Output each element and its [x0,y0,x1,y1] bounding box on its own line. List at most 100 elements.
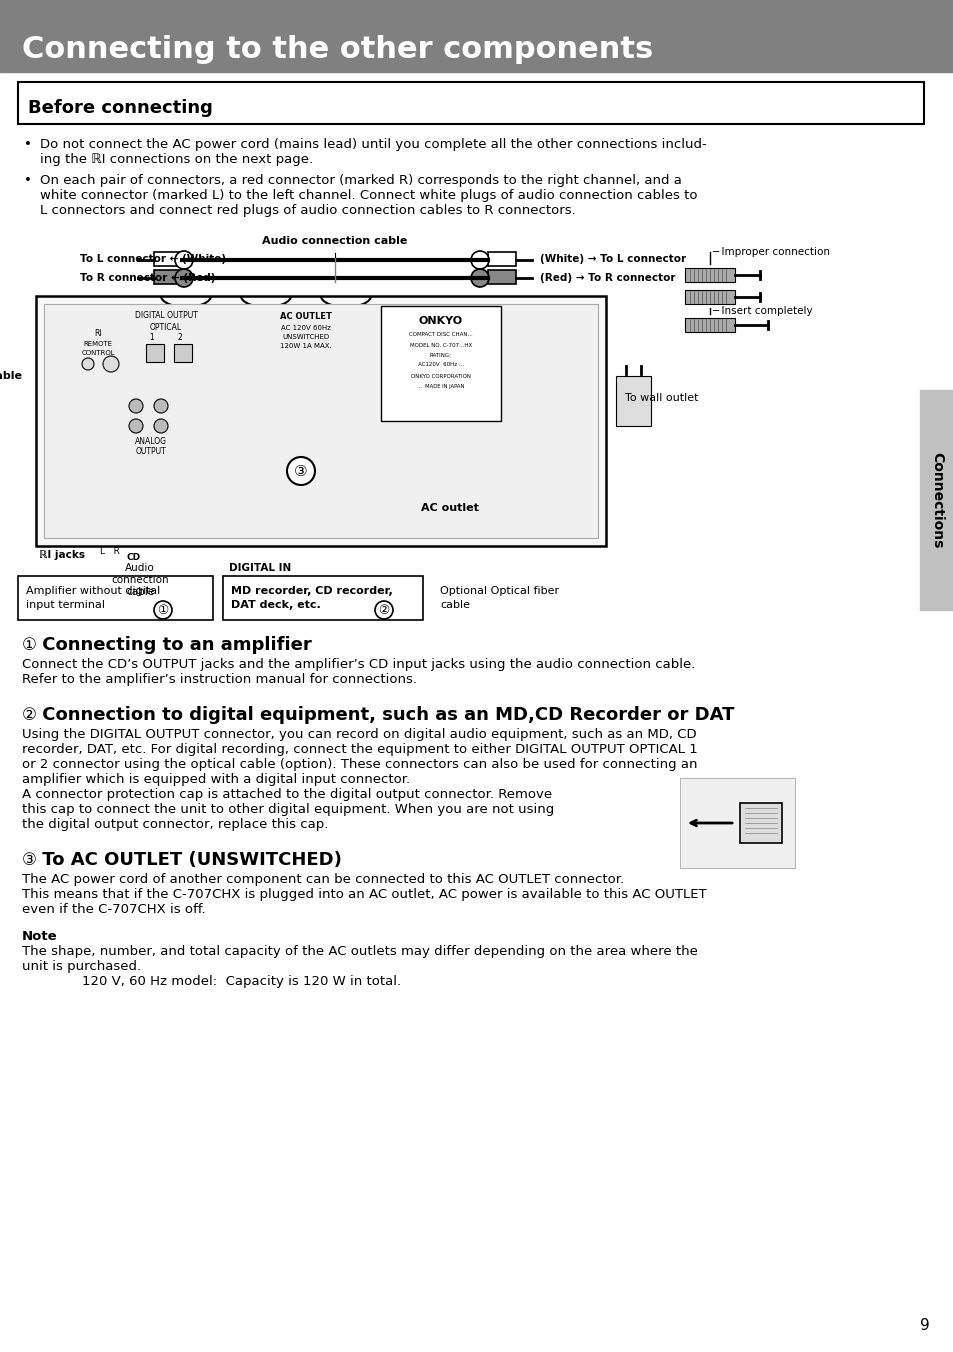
Text: or 2 connector using the optical cable (option). These connectors can also be us: or 2 connector using the optical cable (… [22,758,697,771]
Bar [679,777,794,868]
Text: MD recorder, CD recorder,: MD recorder, CD recorder, [231,585,393,596]
Text: ...  MADE IN JAPAN: ... MADE IN JAPAN [416,384,464,389]
Text: Audio: Audio [125,562,154,573]
Text: A connector protection cap is attached to the digital output connector. Remove: A connector protection cap is attached t… [22,788,552,800]
Text: CD: CD [127,553,141,562]
Text: white connector (marked L) to the left channel. Connect white plugs of audio con: white connector (marked L) to the left c… [40,189,697,201]
Text: OUTPUT: OUTPUT [135,448,166,456]
Text: 2: 2 [177,333,182,342]
Bar [488,270,516,284]
Bar [173,343,192,362]
Circle shape [287,457,314,485]
Text: REMOTE: REMOTE [83,341,112,347]
Bar [223,576,422,621]
Text: AC OUTLET: AC OUTLET [280,312,332,320]
Bar [616,376,650,426]
Text: even if the C-707CHX is off.: even if the C-707CHX is off. [22,903,206,917]
Text: 1: 1 [150,333,154,342]
Text: On each pair of connectors, a red connector (marked R) corresponds to the right : On each pair of connectors, a red connec… [40,174,681,187]
Circle shape [174,251,193,269]
Text: ℝI jacks: ℝI jacks [39,550,85,560]
Bar [684,318,734,333]
Text: (White) → To L connector: (White) → To L connector [539,254,685,264]
Text: COMPACT DISC CHAN...: COMPACT DISC CHAN... [409,333,473,337]
Bar [684,268,734,283]
Text: Connecting to the other components: Connecting to the other components [22,35,653,65]
Circle shape [103,356,119,372]
Bar [740,803,781,844]
Text: ℝI cable: ℝI cable [0,370,22,381]
Bar [153,270,182,284]
Text: ②: ② [22,706,37,725]
Text: ONKYO CORPORATION: ONKYO CORPORATION [411,375,471,379]
Bar [146,343,164,362]
Text: ─ Insert completely: ─ Insert completely [711,306,812,316]
Text: ①: ① [22,635,37,654]
Bar [380,306,500,420]
Text: L   R: L R [100,548,120,556]
Bar [153,251,182,266]
Text: Connect the CD’s OUTPUT jacks and the amplifier’s CD input jacks using the audio: Connect the CD’s OUTPUT jacks and the am… [22,658,695,671]
Text: ing the ℝI connections on the next page.: ing the ℝI connections on the next page. [40,153,313,166]
Text: CONTROL: CONTROL [81,350,114,356]
Text: input terminal: input terminal [26,600,105,610]
Text: ②: ② [378,603,389,617]
Text: 9: 9 [920,1318,929,1333]
Text: This means that if the C-707CHX is plugged into an AC outlet, AC power is availa: This means that if the C-707CHX is plugg… [22,888,706,900]
Bar [18,576,213,621]
Text: Connections: Connections [929,452,943,548]
Text: recorder, DAT, etc. For digital recording, connect the equipment to either DIGIT: recorder, DAT, etc. For digital recordin… [22,744,697,756]
Text: this cap to connect the unit to other digital equipment. When you are not using: this cap to connect the unit to other di… [22,803,554,817]
Bar [919,389,953,610]
Bar [0,0,953,72]
Circle shape [375,602,393,619]
Text: Refer to the amplifier’s instruction manual for connections.: Refer to the amplifier’s instruction man… [22,673,416,685]
Text: ③: ③ [22,850,37,869]
Text: UNSWITCHED: UNSWITCHED [282,334,329,339]
Text: AC120V  60Hz ...: AC120V 60Hz ... [417,362,463,366]
Text: AC outlet: AC outlet [420,503,478,512]
Text: ANALOG: ANALOG [135,437,167,446]
Text: The AC power cord of another component can be connected to this AC OUTLET connec: The AC power cord of another component c… [22,873,623,886]
Text: To R connector ← (Red): To R connector ← (Red) [80,273,215,283]
Circle shape [471,269,489,287]
Text: (Red) → To R connector: (Red) → To R connector [539,273,675,283]
Circle shape [153,602,172,619]
Bar [36,296,605,546]
Text: •: • [24,174,31,187]
Circle shape [174,269,193,287]
Text: OPTICAL: OPTICAL [150,323,182,333]
Text: cable: cable [126,587,153,598]
Text: connection: connection [112,575,169,585]
Text: 120 V, 60 Hz model:  Capacity is 120 W in total.: 120 V, 60 Hz model: Capacity is 120 W in… [82,975,400,988]
Text: DIGITAL OUTPUT: DIGITAL OUTPUT [134,311,197,320]
Text: Connection to digital equipment, such as an MD,CD Recorder or DAT: Connection to digital equipment, such as… [36,706,734,725]
Text: To L connector ← (White): To L connector ← (White) [80,254,226,264]
Text: Connecting to an amplifier: Connecting to an amplifier [36,635,312,654]
Bar [684,289,734,304]
Text: 120W 1A MAX.: 120W 1A MAX. [280,343,332,349]
Text: Audio connection cable: Audio connection cable [262,237,407,246]
Text: DAT deck, etc.: DAT deck, etc. [231,600,320,610]
Text: ─ Improper connection: ─ Improper connection [711,247,829,257]
Text: Note: Note [22,930,57,942]
Text: The shape, number, and total capacity of the AC outlets may differ depending on : The shape, number, and total capacity of… [22,945,698,959]
Text: MODEL NO. C-707...HX: MODEL NO. C-707...HX [410,343,472,347]
Text: To wall outlet: To wall outlet [624,393,698,403]
Bar [488,251,516,266]
Circle shape [153,399,168,412]
Text: unit is purchased.: unit is purchased. [22,960,141,973]
Text: ①: ① [157,603,169,617]
Circle shape [82,358,94,370]
Bar [44,304,598,538]
Circle shape [153,419,168,433]
Text: •: • [24,138,31,151]
Text: Using the DIGITAL OUTPUT connector, you can record on digital audio equipment, s: Using the DIGITAL OUTPUT connector, you … [22,727,696,741]
Text: the digital output connector, replace this cap.: the digital output connector, replace th… [22,818,328,831]
Bar [18,82,923,124]
Text: amplifier which is equipped with a digital input connector.: amplifier which is equipped with a digit… [22,773,410,786]
Text: Before connecting: Before connecting [28,99,213,118]
Text: DIGITAL IN: DIGITAL IN [229,562,291,573]
Text: RATING:: RATING: [430,353,452,358]
Text: cable: cable [439,600,470,610]
